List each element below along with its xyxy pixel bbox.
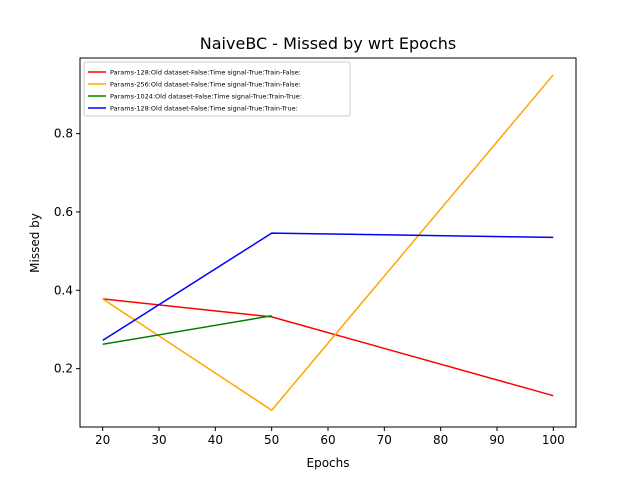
legend-label-2: Params-256:Old dataset-False:Time signal… (110, 80, 301, 88)
x-axis: 20 30 40 50 60 70 80 90 100 (95, 427, 565, 447)
y-tick-label: 0.8 (54, 127, 73, 141)
y-tick-label: 0.2 (54, 362, 73, 376)
y-tick-label: 0.6 (54, 205, 73, 219)
legend-label-4: Params-128:Old dataset-False:Time signal… (110, 104, 298, 112)
x-tick-label: 60 (320, 433, 335, 447)
legend-items: Params-128:Old dataset-False:Time signal… (88, 68, 302, 112)
legend: Params-128:Old dataset-False:Time signal… (83, 61, 351, 117)
series-layer (102, 74, 554, 412)
chart-title: NaiveBC - Missed by wrt Epochs (200, 34, 456, 53)
x-tick-label: 20 (95, 433, 110, 447)
y-tick-label: 0.4 (54, 283, 73, 297)
x-tick-label: 70 (377, 433, 392, 447)
x-tick-label: 50 (264, 433, 279, 447)
x-tick-label: 100 (542, 433, 565, 447)
x-tick-label: 40 (208, 433, 223, 447)
series-line-3 (102, 315, 272, 346)
series-line-4 (102, 232, 554, 342)
legend-box (83, 61, 351, 117)
series-line-2 (102, 74, 554, 412)
x-tick-label: 80 (433, 433, 448, 447)
x-tick-label: 30 (151, 433, 166, 447)
y-axis: 0.2 0.4 0.6 0.8 (54, 127, 80, 376)
x-tick-label: 90 (489, 433, 504, 447)
x-axis-label: Epochs (307, 456, 350, 470)
legend-label-3: Params-1024:Old dataset-False:Time signa… (110, 92, 302, 100)
y-axis-label: Missed by (28, 213, 42, 273)
legend-label-1: Params-128:Old dataset-False:Time signal… (110, 68, 301, 76)
